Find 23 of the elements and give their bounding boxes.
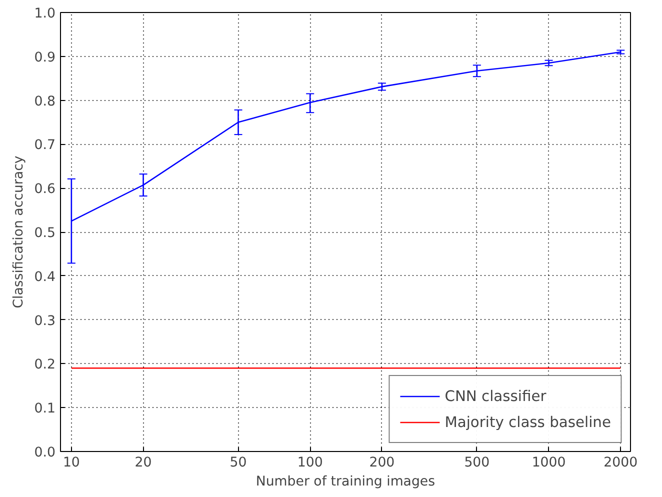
x-tick-label: 20 [134, 456, 152, 470]
x-tick-label: 50 [230, 456, 247, 470]
x-tick-label: 2000 [604, 456, 638, 470]
x-tick-label: 500 [464, 456, 490, 470]
x-tick-label: 1000 [532, 456, 566, 470]
y-tick-label: 0.0 [34, 446, 56, 460]
y-tick-label: 0.3 [34, 314, 56, 329]
x-axis-title: Number of training images [256, 474, 436, 490]
y-tick-label: 0.4 [34, 270, 56, 285]
y-tick-label: 0.6 [34, 182, 56, 198]
y-tick-label: 0.8 [34, 94, 56, 110]
y-tick-label: 0.1 [34, 402, 56, 417]
x-tick-label: 200 [369, 456, 395, 470]
legend-label: CNN classifier [444, 388, 546, 404]
y-tick-label: 0.2 [34, 358, 56, 373]
y-tick-label: 0.5 [34, 226, 56, 241]
y-axis-title: Classification accuracy [11, 156, 26, 308]
y-tick-label: 0.7 [34, 138, 56, 154]
x-tick-label: 100 [297, 456, 323, 470]
y-tick-label: 1.0 [34, 6, 56, 22]
x-tick-label: 10 [62, 456, 80, 470]
y-tick-label: 0.9 [34, 50, 56, 66]
legend-label: Majority class baseline [444, 414, 611, 430]
